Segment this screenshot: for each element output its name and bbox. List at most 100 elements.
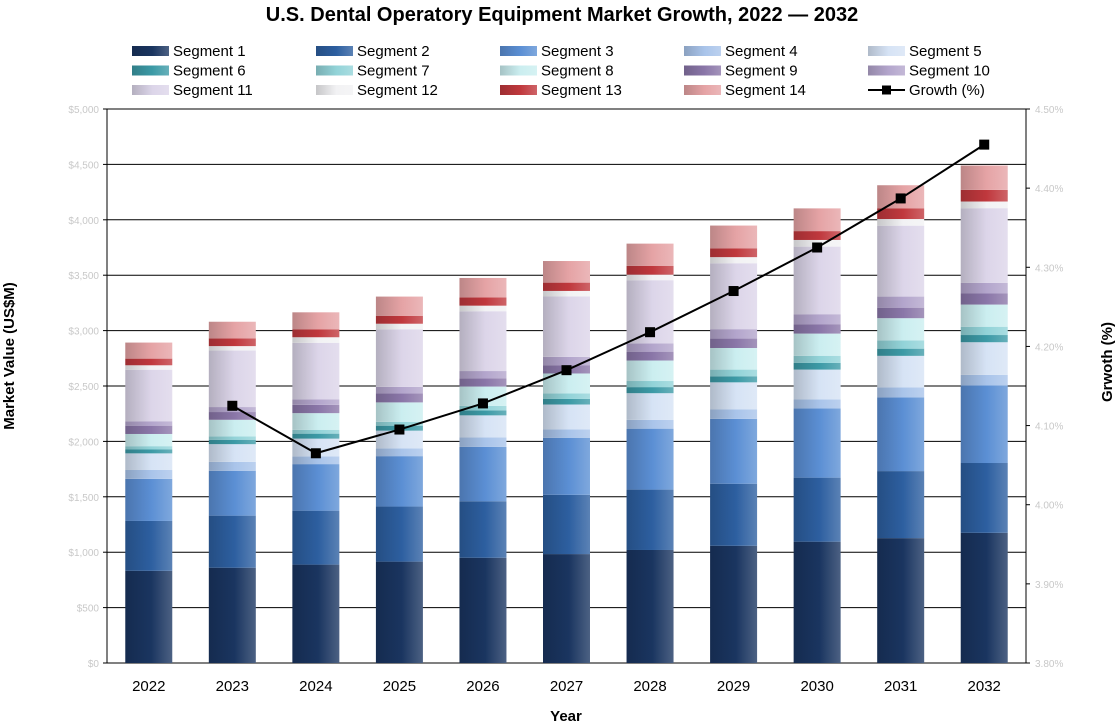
x-tick-label: 2024 (299, 678, 332, 695)
bar-segment-10-2022 (125, 421, 173, 426)
growth-marker (561, 365, 572, 376)
bar-segment-6-2022 (125, 449, 173, 454)
legend-item-segment-8: Segment 8 (500, 63, 614, 80)
bar-segment-3-2031 (877, 397, 925, 472)
legend-item-segment-11: Segment 11 (132, 82, 253, 99)
bar-segment-11-2025 (375, 329, 423, 387)
bar-segment-4-2027 (543, 429, 590, 438)
bar-segment-4-2031 (877, 387, 925, 398)
bar-segment-6-2030 (793, 362, 841, 370)
bar-segment-6-2027 (543, 398, 590, 405)
bar-segment-2-2025 (375, 506, 423, 562)
bar-segment-5-2023 (208, 444, 256, 462)
legend-label: Segment 12 (357, 82, 438, 99)
growth-marker (812, 242, 823, 253)
bar-segment-12-2032 (960, 201, 1008, 209)
bar-stack-2027 (543, 261, 590, 663)
bar-segment-5-2031 (877, 355, 925, 388)
legend-item-segment-4: Segment 4 (684, 43, 798, 60)
bar-segment-14-2029 (710, 225, 758, 249)
y-tick-label: $2,000 (68, 437, 99, 448)
y-axis-title: Market Value (US$M) (1, 282, 18, 430)
bar-segment-4-2026 (459, 437, 507, 447)
legend-swatch (684, 85, 721, 95)
bar-segment-13-2022 (125, 358, 173, 366)
bar-segment-10-2024 (292, 399, 340, 405)
legend-item-segment-3: Segment 3 (500, 43, 614, 60)
bar-segment-11-2022 (125, 369, 173, 422)
legend-item-segment-12: Segment 12 (316, 82, 438, 99)
legend-swatch (500, 85, 537, 95)
x-tick-label: 2031 (884, 678, 917, 695)
bar-stack-2031 (877, 185, 925, 663)
legend-label: Segment 8 (541, 63, 614, 80)
legend-marker (882, 85, 891, 95)
legend-swatch (868, 65, 905, 76)
bar-segment-13-2032 (960, 189, 1008, 202)
bar-segment-2-2032 (960, 463, 1008, 533)
legend-swatch (316, 85, 353, 95)
y-tick-label: $4,000 (68, 216, 99, 227)
bar-segment-4-2030 (793, 399, 841, 409)
bar-segment-12-2027 (543, 290, 590, 297)
y-tick-label: $500 (77, 604, 100, 615)
y-tick-label: $3,500 (68, 271, 99, 282)
y-tick-label: $3,000 (68, 327, 99, 338)
y2-tick-label: 4.10% (1035, 422, 1063, 433)
y2-tick-label: 4.30% (1035, 263, 1063, 274)
bar-segment-13-2025 (375, 315, 423, 324)
y-tick-label: $5,000 (68, 105, 99, 116)
bar-segment-12-2031 (877, 219, 925, 226)
bar-segment-11-2031 (877, 225, 925, 297)
bar-segment-8-2032 (960, 304, 1008, 327)
bar-segment-7-2030 (793, 355, 841, 363)
bar-segment-7-2032 (960, 326, 1008, 336)
x-tick-label: 2030 (800, 678, 833, 695)
growth-marker (645, 327, 656, 338)
bar-segment-14-2025 (375, 296, 423, 316)
bar-segment-8-2027 (543, 373, 590, 394)
legend-label: Segment 2 (357, 43, 430, 60)
bar-segment-12-2024 (292, 337, 340, 343)
bar-segment-6-2029 (710, 376, 758, 383)
legend-label: Segment 11 (173, 82, 253, 99)
bar-segment-2-2030 (793, 477, 841, 542)
x-tick-label: 2025 (383, 678, 416, 695)
bar-segment-14-2028 (626, 243, 674, 266)
bar-segment-10-2029 (710, 329, 758, 339)
bar-stack-2024 (292, 312, 340, 663)
bar-segment-2-2026 (459, 501, 507, 558)
legend-label: Segment 3 (541, 43, 614, 60)
bar-segment-11-2032 (960, 208, 1008, 283)
legend: Segment 1 Segment 2 Segment 3 Segment 4 Segm… (132, 43, 990, 99)
bar-stack-2029 (710, 225, 758, 663)
legend-item-segment-2: Segment 2 (316, 43, 430, 60)
bar-segment-7-2028 (626, 381, 674, 388)
bar-segment-5-2032 (960, 342, 1008, 375)
bar-segment-14-2026 (459, 277, 507, 298)
bar-segment-3-2028 (626, 428, 674, 490)
legend-label: Segment 6 (173, 63, 246, 80)
legend-swatch (868, 46, 905, 56)
bar-segment-1-2031 (877, 538, 925, 663)
bar-segment-2-2022 (125, 520, 173, 571)
y2-tick-label: 4.50% (1035, 105, 1063, 116)
bar-segment-12-2022 (125, 365, 173, 370)
bar-segment-8-2022 (125, 433, 173, 447)
growth-marker (979, 139, 990, 150)
legend-swatch (132, 65, 169, 76)
growth-marker (728, 286, 739, 297)
legend-swatch (684, 65, 721, 76)
legend-item-segment-7: Segment 7 (316, 63, 430, 80)
bar-segment-10-2032 (960, 282, 1008, 294)
y2-tick-label: 3.80% (1035, 659, 1063, 670)
legend-swatch (684, 46, 721, 56)
bar-segment-2-2028 (626, 489, 674, 550)
bar-segment-7-2025 (375, 421, 423, 426)
bar-segment-13-2031 (877, 208, 925, 220)
bar-stack-2023 (208, 321, 256, 663)
bar-segment-6-2032 (960, 335, 1008, 343)
y2-tick-label: 4.20% (1035, 342, 1063, 353)
bar-segment-7-2023 (208, 436, 256, 440)
bar-segment-1-2028 (626, 549, 674, 663)
